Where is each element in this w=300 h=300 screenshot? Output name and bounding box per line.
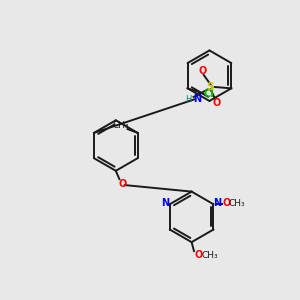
Text: Cl: Cl: [204, 89, 215, 99]
Text: S: S: [206, 82, 214, 92]
Text: H: H: [185, 95, 191, 104]
Text: O: O: [118, 178, 127, 189]
Text: N: N: [161, 198, 169, 208]
Text: N: N: [214, 198, 222, 208]
Text: CH₃: CH₃: [112, 121, 129, 130]
Text: O: O: [222, 198, 231, 208]
Text: O: O: [198, 66, 206, 76]
Text: N: N: [193, 94, 201, 104]
Text: CH₃: CH₃: [229, 199, 246, 208]
Text: O: O: [194, 250, 202, 260]
Text: CH₃: CH₃: [202, 251, 218, 260]
Text: O: O: [212, 98, 220, 108]
